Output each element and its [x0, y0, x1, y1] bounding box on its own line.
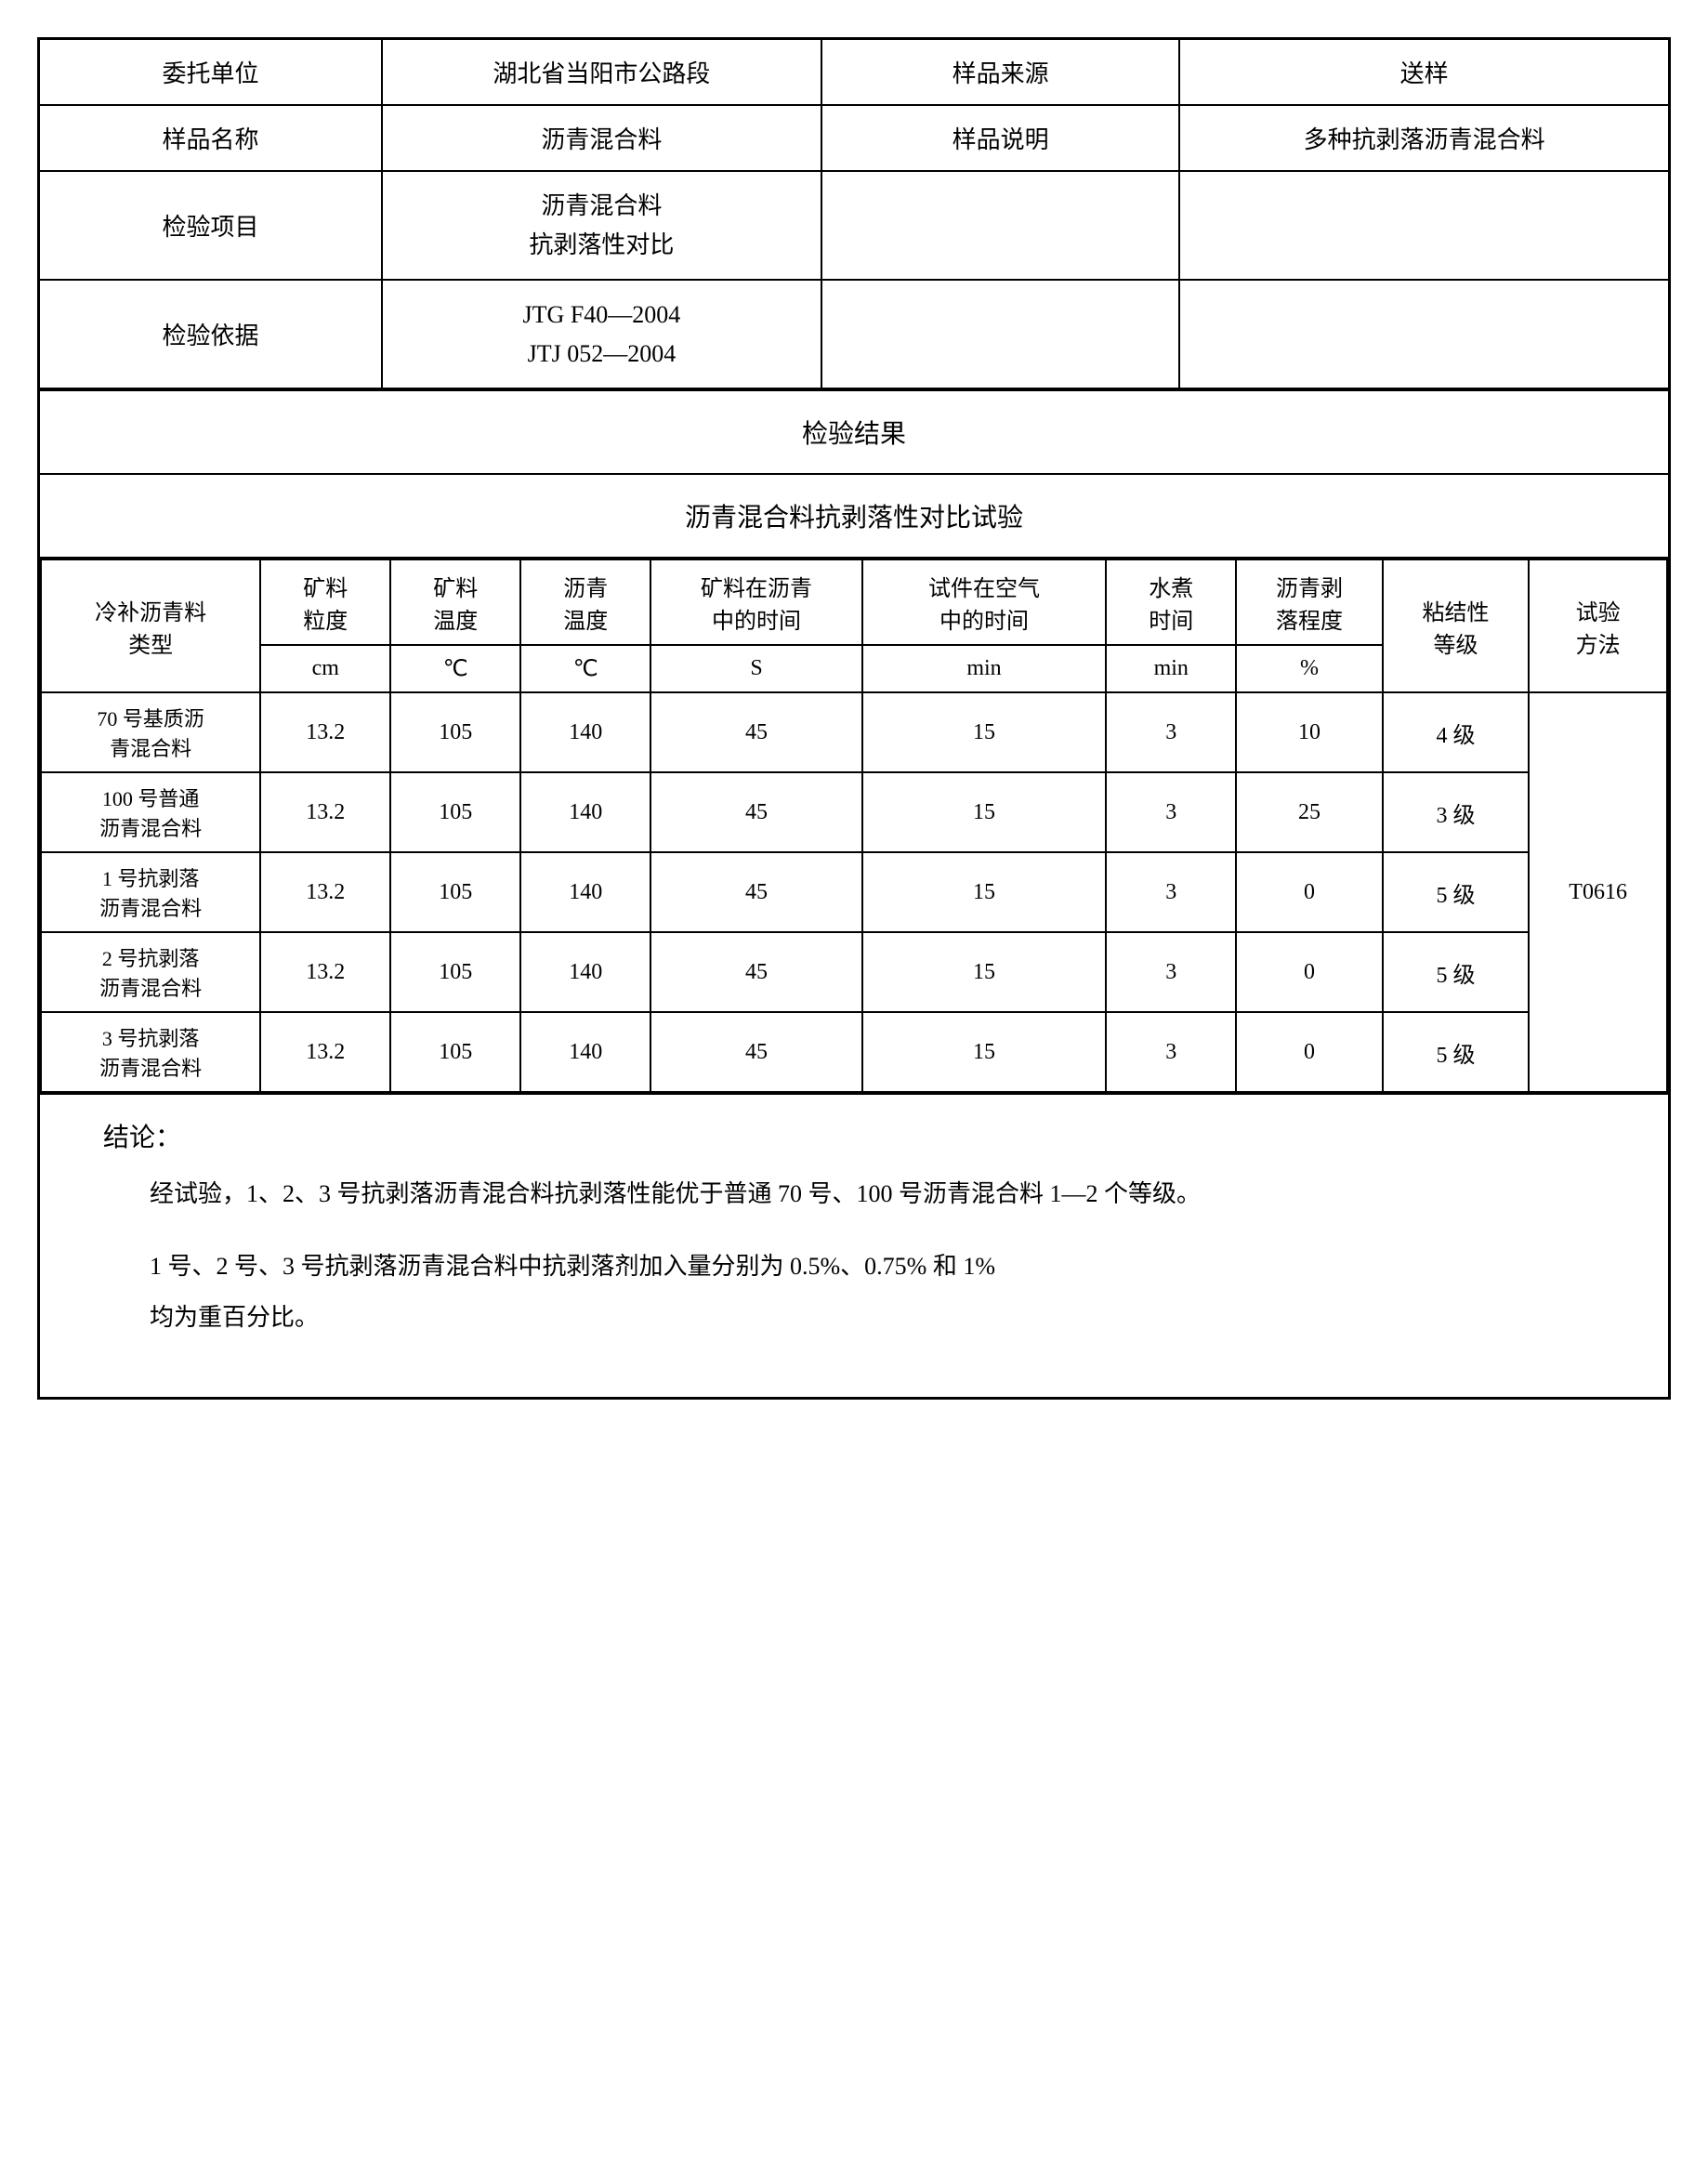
col-head: 粘结性等级 [1383, 559, 1530, 692]
table-row: 70 号基质沥青混合料13.210514045153104 级T0616 [41, 692, 1667, 772]
col-head: 水煮时间 [1106, 559, 1236, 645]
table-cell: 15 [862, 852, 1107, 932]
table-cell: 105 [390, 772, 520, 852]
col-unit: S [650, 645, 862, 692]
table-cell: 140 [520, 932, 650, 1012]
table-cell: 1 号抗剥落沥青混合料 [41, 852, 260, 932]
col-unit: ℃ [390, 645, 520, 692]
table-cell: 3 [1106, 932, 1236, 1012]
header-row-1: 样品名称 沥青混合料 样品说明 多种抗剥落沥青混合料 [40, 105, 1668, 171]
table-row: 1 号抗剥落沥青混合料13.21051404515305 级 [41, 852, 1667, 932]
table-cell: 4 级 [1383, 692, 1530, 772]
header-label: 样品来源 [821, 40, 1179, 105]
table-cell: 105 [390, 932, 520, 1012]
col-head: 矿料在沥青中的时间 [650, 559, 862, 645]
header-value [1179, 280, 1668, 388]
table-cell: 15 [862, 692, 1107, 772]
table-cell: 3 [1106, 692, 1236, 772]
table-row: 100 号普通沥青混合料13.210514045153253 级 [41, 772, 1667, 852]
table-cell: 45 [650, 852, 862, 932]
col-head: 沥青温度 [520, 559, 650, 645]
col-head: 试验方法 [1529, 559, 1667, 692]
table-cell: 0 [1236, 932, 1383, 1012]
table-cell: 15 [862, 1012, 1107, 1092]
header-value: JTG F40—2004JTJ 052—2004 [382, 280, 821, 388]
table-cell: 13.2 [260, 692, 390, 772]
col-head: 矿料温度 [390, 559, 520, 645]
header-value [1179, 171, 1668, 280]
header-table: 委托单位 湖北省当阳市公路段 样品来源 送样 样品名称 沥青混合料 样品说明 多… [40, 40, 1668, 389]
table-cell: 3 级 [1383, 772, 1530, 852]
header-label: 检验依据 [40, 280, 382, 388]
col-head: 试件在空气中的时间 [862, 559, 1107, 645]
col-head: 沥青剥落程度 [1236, 559, 1383, 645]
header-label: 样品说明 [821, 105, 1179, 171]
table-cell: 10 [1236, 692, 1383, 772]
conclusion-title: 结论： [77, 1117, 1631, 1154]
table-row: 2 号抗剥落沥青混合料13.21051404515305 级 [41, 932, 1667, 1012]
table-cell: 3 [1106, 852, 1236, 932]
header-label: 检验项目 [40, 171, 382, 280]
table-cell: 45 [650, 692, 862, 772]
table-cell: 5 级 [1383, 852, 1530, 932]
table-cell: 13.2 [260, 932, 390, 1012]
header-value: 沥青混合料 [382, 105, 821, 171]
table-cell: 105 [390, 692, 520, 772]
report-container: 委托单位 湖北省当阳市公路段 样品来源 送样 样品名称 沥青混合料 样品说明 多… [37, 37, 1671, 1400]
table-cell: 3 [1106, 772, 1236, 852]
col-unit: cm [260, 645, 390, 692]
table-cell: 0 [1236, 852, 1383, 932]
table-cell: 25 [1236, 772, 1383, 852]
data-table: 冷补沥青料类型 矿料粒度 矿料温度 沥青温度 矿料在沥青中的时间 试件在空气中的… [40, 559, 1668, 1093]
table-cell: 15 [862, 772, 1107, 852]
table-cell: 13.2 [260, 852, 390, 932]
header-row-3: 检验依据 JTG F40—2004JTJ 052—2004 [40, 280, 1668, 388]
table-cell: 5 级 [1383, 1012, 1530, 1092]
results-title: 检验结果 [40, 389, 1668, 473]
table-cell: 100 号普通沥青混合料 [41, 772, 260, 852]
conclusion-paragraph-2: 1 号、2 号、3 号抗剥落沥青混合料中抗剥落剂加入量分别为 0.5%、0.75… [77, 1243, 1631, 1289]
table-cell: 45 [650, 772, 862, 852]
table-cell: 13.2 [260, 1012, 390, 1092]
table-cell: 13.2 [260, 772, 390, 852]
header-label: 样品名称 [40, 105, 382, 171]
data-head-row-1: 冷补沥青料类型 矿料粒度 矿料温度 沥青温度 矿料在沥青中的时间 试件在空气中的… [41, 559, 1667, 645]
table-cell: 45 [650, 932, 862, 1012]
col-unit: % [1236, 645, 1383, 692]
header-row-0: 委托单位 湖北省当阳市公路段 样品来源 送样 [40, 40, 1668, 105]
header-value: 送样 [1179, 40, 1668, 105]
header-value: 多种抗剥落沥青混合料 [1179, 105, 1668, 171]
table-cell: 3 [1106, 1012, 1236, 1092]
table-cell: 140 [520, 772, 650, 852]
col-unit: min [862, 645, 1107, 692]
col-head: 矿料粒度 [260, 559, 390, 645]
header-value: 湖北省当阳市公路段 [382, 40, 821, 105]
table-cell: 15 [862, 932, 1107, 1012]
method-cell: T0616 [1529, 692, 1667, 1092]
table-cell: 140 [520, 692, 650, 772]
test-name-title: 沥青混合料抗剥落性对比试验 [40, 473, 1668, 559]
col-unit: ℃ [520, 645, 650, 692]
conclusion-paragraph-3: 均为重百分比。 [77, 1295, 1631, 1340]
table-cell: 140 [520, 1012, 650, 1092]
col-type: 冷补沥青料类型 [41, 559, 260, 692]
table-cell: 105 [390, 1012, 520, 1092]
table-cell: 2 号抗剥落沥青混合料 [41, 932, 260, 1012]
header-label: 委托单位 [40, 40, 382, 105]
table-cell: 140 [520, 852, 650, 932]
table-cell: 5 级 [1383, 932, 1530, 1012]
table-row: 3 号抗剥落沥青混合料13.21051404515305 级 [41, 1012, 1667, 1092]
table-cell: 105 [390, 852, 520, 932]
header-label [821, 280, 1179, 388]
header-row-2: 检验项目 沥青混合料抗剥落性对比 [40, 171, 1668, 280]
header-value: 沥青混合料抗剥落性对比 [382, 171, 821, 280]
table-cell: 0 [1236, 1012, 1383, 1092]
conclusion-section: 结论： 经试验，1、2、3 号抗剥落沥青混合料抗剥落性能优于普通 70 号、10… [40, 1093, 1668, 1396]
conclusion-paragraph-1: 经试验，1、2、3 号抗剥落沥青混合料抗剥落性能优于普通 70 号、100 号沥… [77, 1171, 1631, 1217]
header-label [821, 171, 1179, 280]
col-unit: min [1106, 645, 1236, 692]
table-cell: 70 号基质沥青混合料 [41, 692, 260, 772]
table-cell: 3 号抗剥落沥青混合料 [41, 1012, 260, 1092]
table-cell: 45 [650, 1012, 862, 1092]
